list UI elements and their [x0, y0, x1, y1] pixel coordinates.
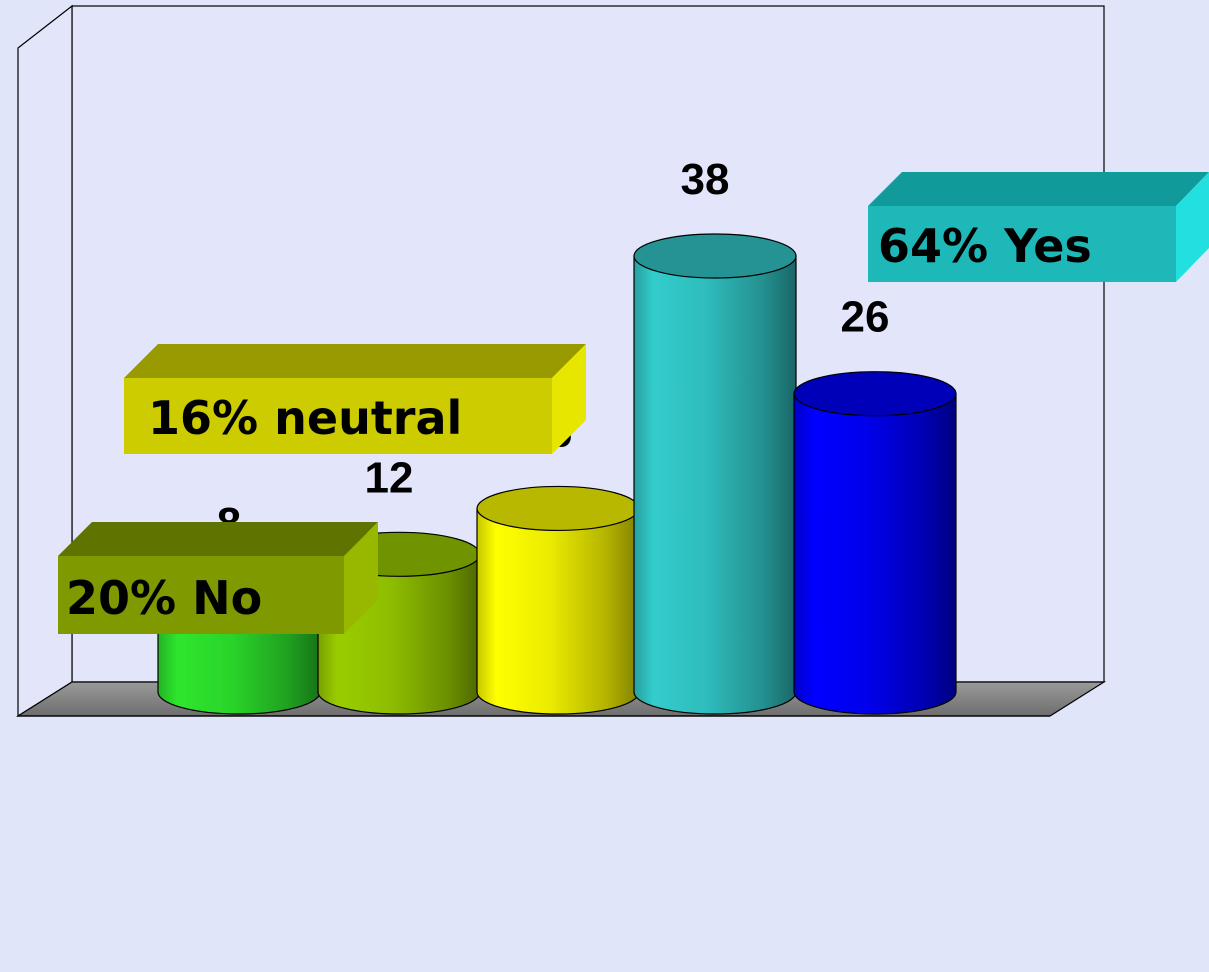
- bar-4-top: [633, 233, 797, 279]
- callout-yes-face: [868, 206, 1176, 282]
- bar-4-value-label: 38: [681, 155, 730, 204]
- callout-no-top: [58, 522, 378, 556]
- callout-yes-side: [1176, 172, 1209, 282]
- callout-neutral-text: 16% neutral: [148, 391, 462, 445]
- callout-no: 20% No: [58, 522, 378, 634]
- bar-2-value-label: 12: [365, 453, 414, 502]
- bar-5-top: [793, 371, 957, 417]
- callout-neutral: 16% neutral: [124, 344, 586, 454]
- callout-neutral-side: [552, 344, 586, 454]
- callout-no-side: [344, 522, 378, 634]
- bar-4-body: [633, 255, 797, 715]
- bar-5-value-label: 26: [841, 293, 890, 342]
- callout-yes: 64% Yes: [868, 172, 1209, 282]
- callout-yes-text: 64% Yes: [878, 219, 1092, 273]
- bar-4: [633, 233, 797, 715]
- callout-no-text: 20% No: [66, 571, 262, 625]
- bar-5: [793, 371, 957, 715]
- callout-no-face: [58, 556, 344, 634]
- bar-3: [476, 485, 640, 715]
- callout-neutral-top: [124, 344, 586, 378]
- callout-yes-top: [868, 172, 1209, 206]
- callout-neutral-face: [124, 378, 552, 454]
- bar-3-body: [476, 507, 640, 715]
- bar-3-top: [476, 485, 640, 532]
- bar-5-body: [793, 393, 957, 715]
